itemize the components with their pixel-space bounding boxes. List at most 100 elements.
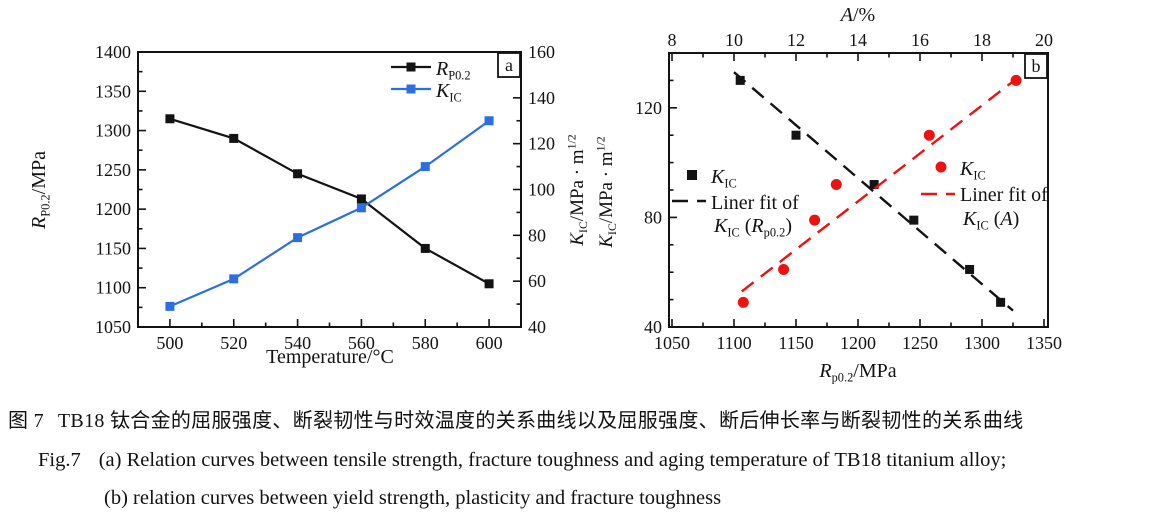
data-point-square [356, 194, 366, 204]
series-line [741, 68, 1030, 293]
series-line [169, 119, 490, 308]
tick-label: 600 [476, 333, 503, 353]
caption-english-a: Fig.7 (a) Relation curves between tensile… [38, 449, 1149, 472]
tick-label: 160 [528, 42, 555, 62]
data-point-square [484, 279, 494, 289]
tick-label: 1200 [95, 199, 131, 219]
series-line [733, 71, 1014, 312]
legend-square-marker [406, 62, 416, 72]
legend-label: RP0.2 [435, 58, 471, 82]
legend-label: KIC [710, 166, 737, 190]
chart-b: 1050 1100 1150 1200 1250 1300 1350 Rp0.2/MPa 8 10… [594, 4, 1062, 384]
tick-label: 1100 [716, 333, 751, 353]
tick-label: 1300 [95, 121, 131, 141]
legend-item-b: KIC (Rp0.2) [713, 215, 792, 239]
axis-left-a: 1050 1100 1150 1200 1250 1300 1350 1400 RP0.2/MP… [28, 42, 146, 337]
caption-english-b-text: (b) relation curves between yield streng… [104, 487, 722, 509]
data-point-circle [809, 214, 821, 226]
data-point-square [229, 133, 239, 143]
data-point-square [484, 116, 494, 126]
series-liner_fit_KIC_A [741, 68, 1030, 293]
data-point-circle [923, 129, 935, 141]
legend-item-b: KIC [935, 158, 986, 182]
data-point-square [293, 233, 303, 243]
legend-label: KIC [959, 158, 986, 182]
tick-label: 500 [156, 333, 183, 353]
tick-label: 60 [528, 271, 546, 291]
chart-a: 500 520 540 560 580 600 Temperature/°C 1050 1100… [28, 42, 590, 368]
tick-label: 1150 [96, 238, 131, 258]
tick-label: 1050 [95, 317, 131, 337]
data-point-circle [830, 179, 842, 191]
panel-label-b: b [1032, 56, 1041, 76]
series-KIC_vs_Rp02 [735, 75, 1006, 307]
series-RP0.2 [165, 114, 494, 289]
data-point-square [165, 114, 175, 124]
tick-label: 140 [528, 88, 555, 108]
legend-label: KIC (Rp0.2) [713, 215, 792, 239]
series-line [169, 117, 490, 285]
tick-label: 10 [725, 30, 743, 50]
caption-chinese: 图 7 TB18 钛合金的屈服强度、断裂韧性与时效温度的关系曲线以及屈服强度、断后… [8, 404, 1149, 433]
caption-english-a-text: (a) Relation curves between tensile stre… [98, 449, 1007, 471]
tick-label: 540 [284, 333, 311, 353]
tick-label: 18 [973, 30, 991, 50]
tick-label: 80 [644, 207, 662, 227]
data-point-square [420, 162, 430, 172]
tick-label: 14 [849, 30, 867, 50]
data-point-square [791, 130, 801, 140]
legend-label: Liner fit of [960, 184, 1048, 206]
legend-label: Liner fit of [711, 192, 799, 214]
legend-label: KIC (A) [962, 208, 1019, 232]
caption-chinese-label: 图 7 [8, 410, 44, 432]
figure-caption: 图 7 TB18 钛合金的屈服强度、断裂韧性与时效温度的关系曲线以及屈服强度、断后… [0, 404, 1149, 510]
data-point-square [965, 264, 975, 274]
data-point-square [420, 243, 430, 253]
tick-label: 1350 [1026, 333, 1062, 353]
tick-label: 580 [412, 333, 439, 353]
axis-bottom-b: 1050 1100 1150 1200 1250 1300 1350 Rp0.2/MPa [654, 319, 1062, 384]
data-point-circle [737, 296, 749, 308]
tick-label: 1300 [964, 333, 1000, 353]
axis-title-bottom-b: Rp0.2/MPa [818, 360, 896, 384]
plot-border-a [137, 51, 522, 328]
axis-title-left-b: KIC/MPa · m1/2 [594, 136, 619, 248]
data-point-circle [778, 263, 790, 275]
panel-label-a: a [505, 55, 513, 75]
tick-label: 120 [635, 98, 662, 118]
axis-top-b: 8 10 12 14 16 18 20 A/% [668, 4, 1053, 61]
tick-label: 8 [668, 30, 677, 50]
tick-label: 100 [528, 180, 555, 200]
caption-fig-label: Fig.7 [38, 449, 81, 471]
data-point-square [229, 274, 239, 284]
axis-title-bottom-a: Temperature/°C [266, 346, 394, 368]
tick-label: 20 [1035, 30, 1053, 50]
legend-item-b: Liner fit of [921, 184, 1048, 206]
axis-title-left-a: RP0.2/MPa [28, 151, 52, 230]
tick-label: 1150 [778, 333, 813, 353]
tick-label: 1400 [95, 42, 131, 62]
data-point-square [909, 215, 919, 225]
panel-label-box-a [497, 52, 521, 78]
caption-english-b: (b) relation curves between yield streng… [104, 487, 1149, 510]
legend-square-marker [406, 84, 416, 94]
tick-label: 40 [644, 317, 662, 337]
tick-label: 1250 [902, 333, 938, 353]
series-liner_fit_KIC_Rp02 [733, 71, 1014, 312]
legend-circle-marker [935, 161, 947, 173]
legend-item-a: KIC [391, 80, 462, 104]
axis-title-right-a: KIC/MPa · m1/2 [565, 134, 590, 246]
data-point-square [869, 180, 879, 190]
tick-label: 1250 [95, 160, 131, 180]
data-point-square [293, 169, 303, 179]
data-point-square [165, 301, 175, 311]
tick-label: 12 [787, 30, 805, 50]
panel-label-box-b [1024, 53, 1048, 79]
tick-label: 120 [528, 134, 555, 154]
tick-label: 80 [528, 225, 546, 245]
legend-label: KIC [435, 80, 462, 104]
legend-square-marker [687, 170, 697, 180]
axis-left-b: 40 80 120 KIC/MPa · m1/2 [594, 52, 677, 337]
axis-right-a: 40 60 80 100 120 140 160 KIC/MPa · m1/2 [513, 42, 590, 337]
